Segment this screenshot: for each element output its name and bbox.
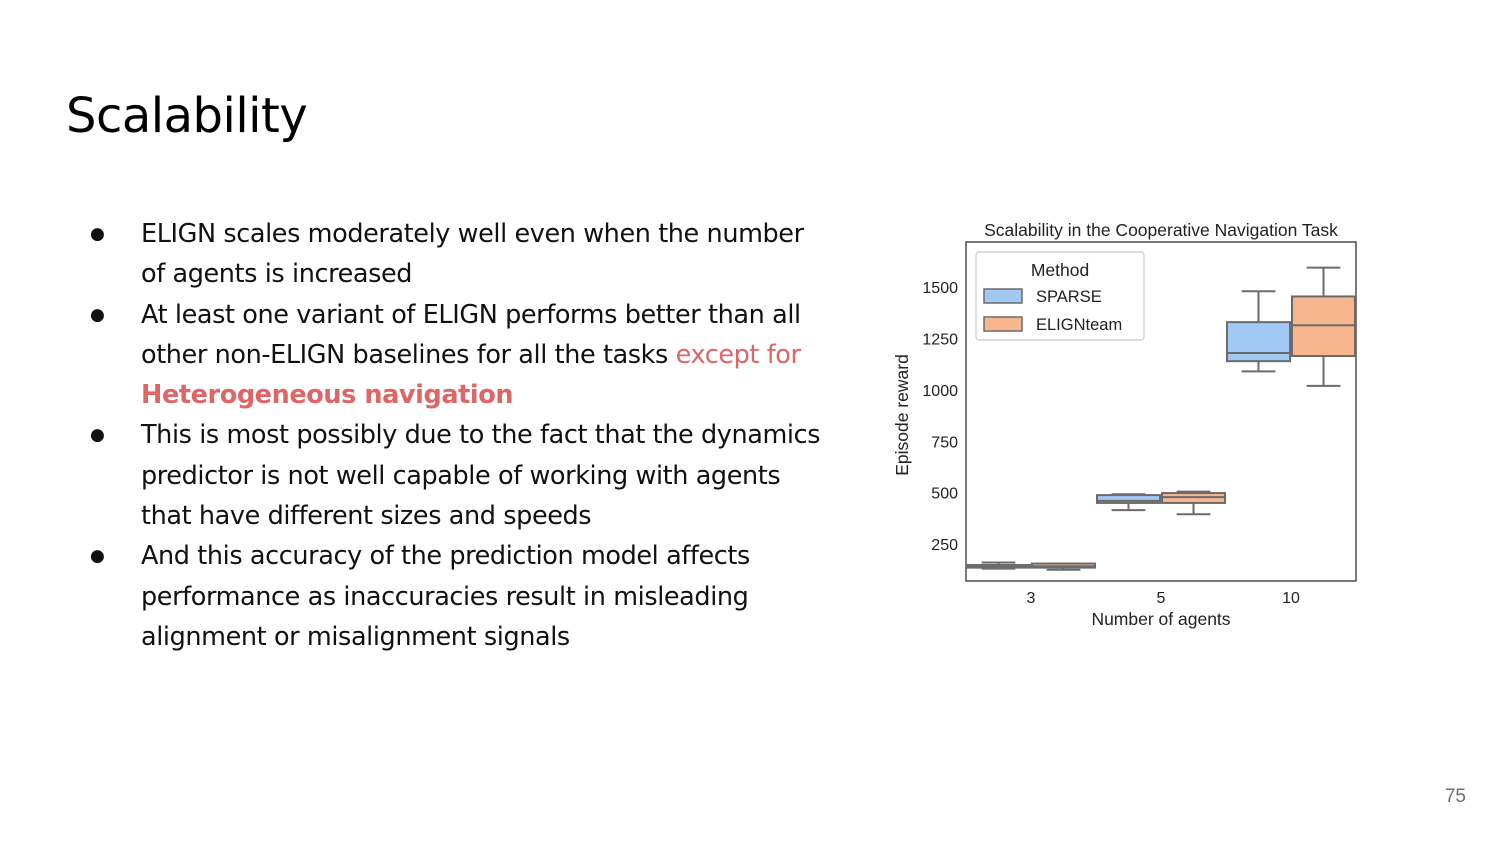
y-tick-label: 250 — [931, 537, 958, 554]
y-tick-label: 1500 — [922, 280, 958, 297]
bullet-text: This is most possibly due to the fact th… — [141, 420, 821, 532]
box-plot-chart: Scalability in the Cooperative Navigatio… — [892, 220, 1357, 629]
bullet-text: And this accuracy of the prediction mode… — [141, 541, 750, 652]
y-tick-label: 500 — [931, 486, 958, 503]
plot-frame — [965, 241, 1357, 582]
x-tick-label: 5 — [1157, 590, 1166, 607]
box-elignteam — [1291, 295, 1356, 358]
legend-label: ELIGNteam — [1036, 316, 1122, 334]
x-axis-label: Number of agents — [1091, 609, 1230, 629]
highlight-text: except for — [675, 339, 801, 370]
highlight-strong-text: Heterogeneous navigation — [141, 380, 514, 411]
chart-title: Scalability in the Cooperative Navigatio… — [984, 220, 1338, 240]
bullet-text: At least one variant of ELIGN performs b… — [141, 299, 801, 370]
x-tick-label: 10 — [1282, 590, 1300, 607]
slide-title: Scalability — [66, 88, 308, 144]
legend-swatch — [983, 288, 1023, 304]
page-number: 75 — [1444, 786, 1466, 807]
bullet-item: This is most possibly due to the fact th… — [90, 415, 830, 536]
legend-title: Method — [1031, 260, 1089, 280]
y-axis-label: Episode reward — [892, 354, 912, 476]
legend-label: SPARSE — [1036, 288, 1102, 306]
legend-swatch — [983, 316, 1023, 332]
bullet-item: And this accuracy of the prediction mode… — [90, 536, 830, 657]
bullet-item: ELIGN scales moderately well even when t… — [90, 214, 830, 295]
box-sparse — [1226, 321, 1291, 363]
plot-area: 250 500 750 1000 1250 1500 3 5 10 Method SPARSE ELI… — [922, 241, 1357, 607]
y-tick-label: 750 — [931, 434, 958, 451]
box-sparse — [1096, 494, 1161, 504]
bullet-list: ELIGN scales moderately well even when t… — [90, 214, 830, 657]
bullet-text: ELIGN scales moderately well even when t… — [141, 219, 804, 290]
y-tick-label: 1000 — [922, 383, 958, 400]
y-tick-label: 1250 — [922, 332, 958, 349]
x-tick-label: 3 — [1027, 590, 1036, 607]
bullet-item: At least one variant of ELIGN performs b… — [90, 295, 830, 416]
